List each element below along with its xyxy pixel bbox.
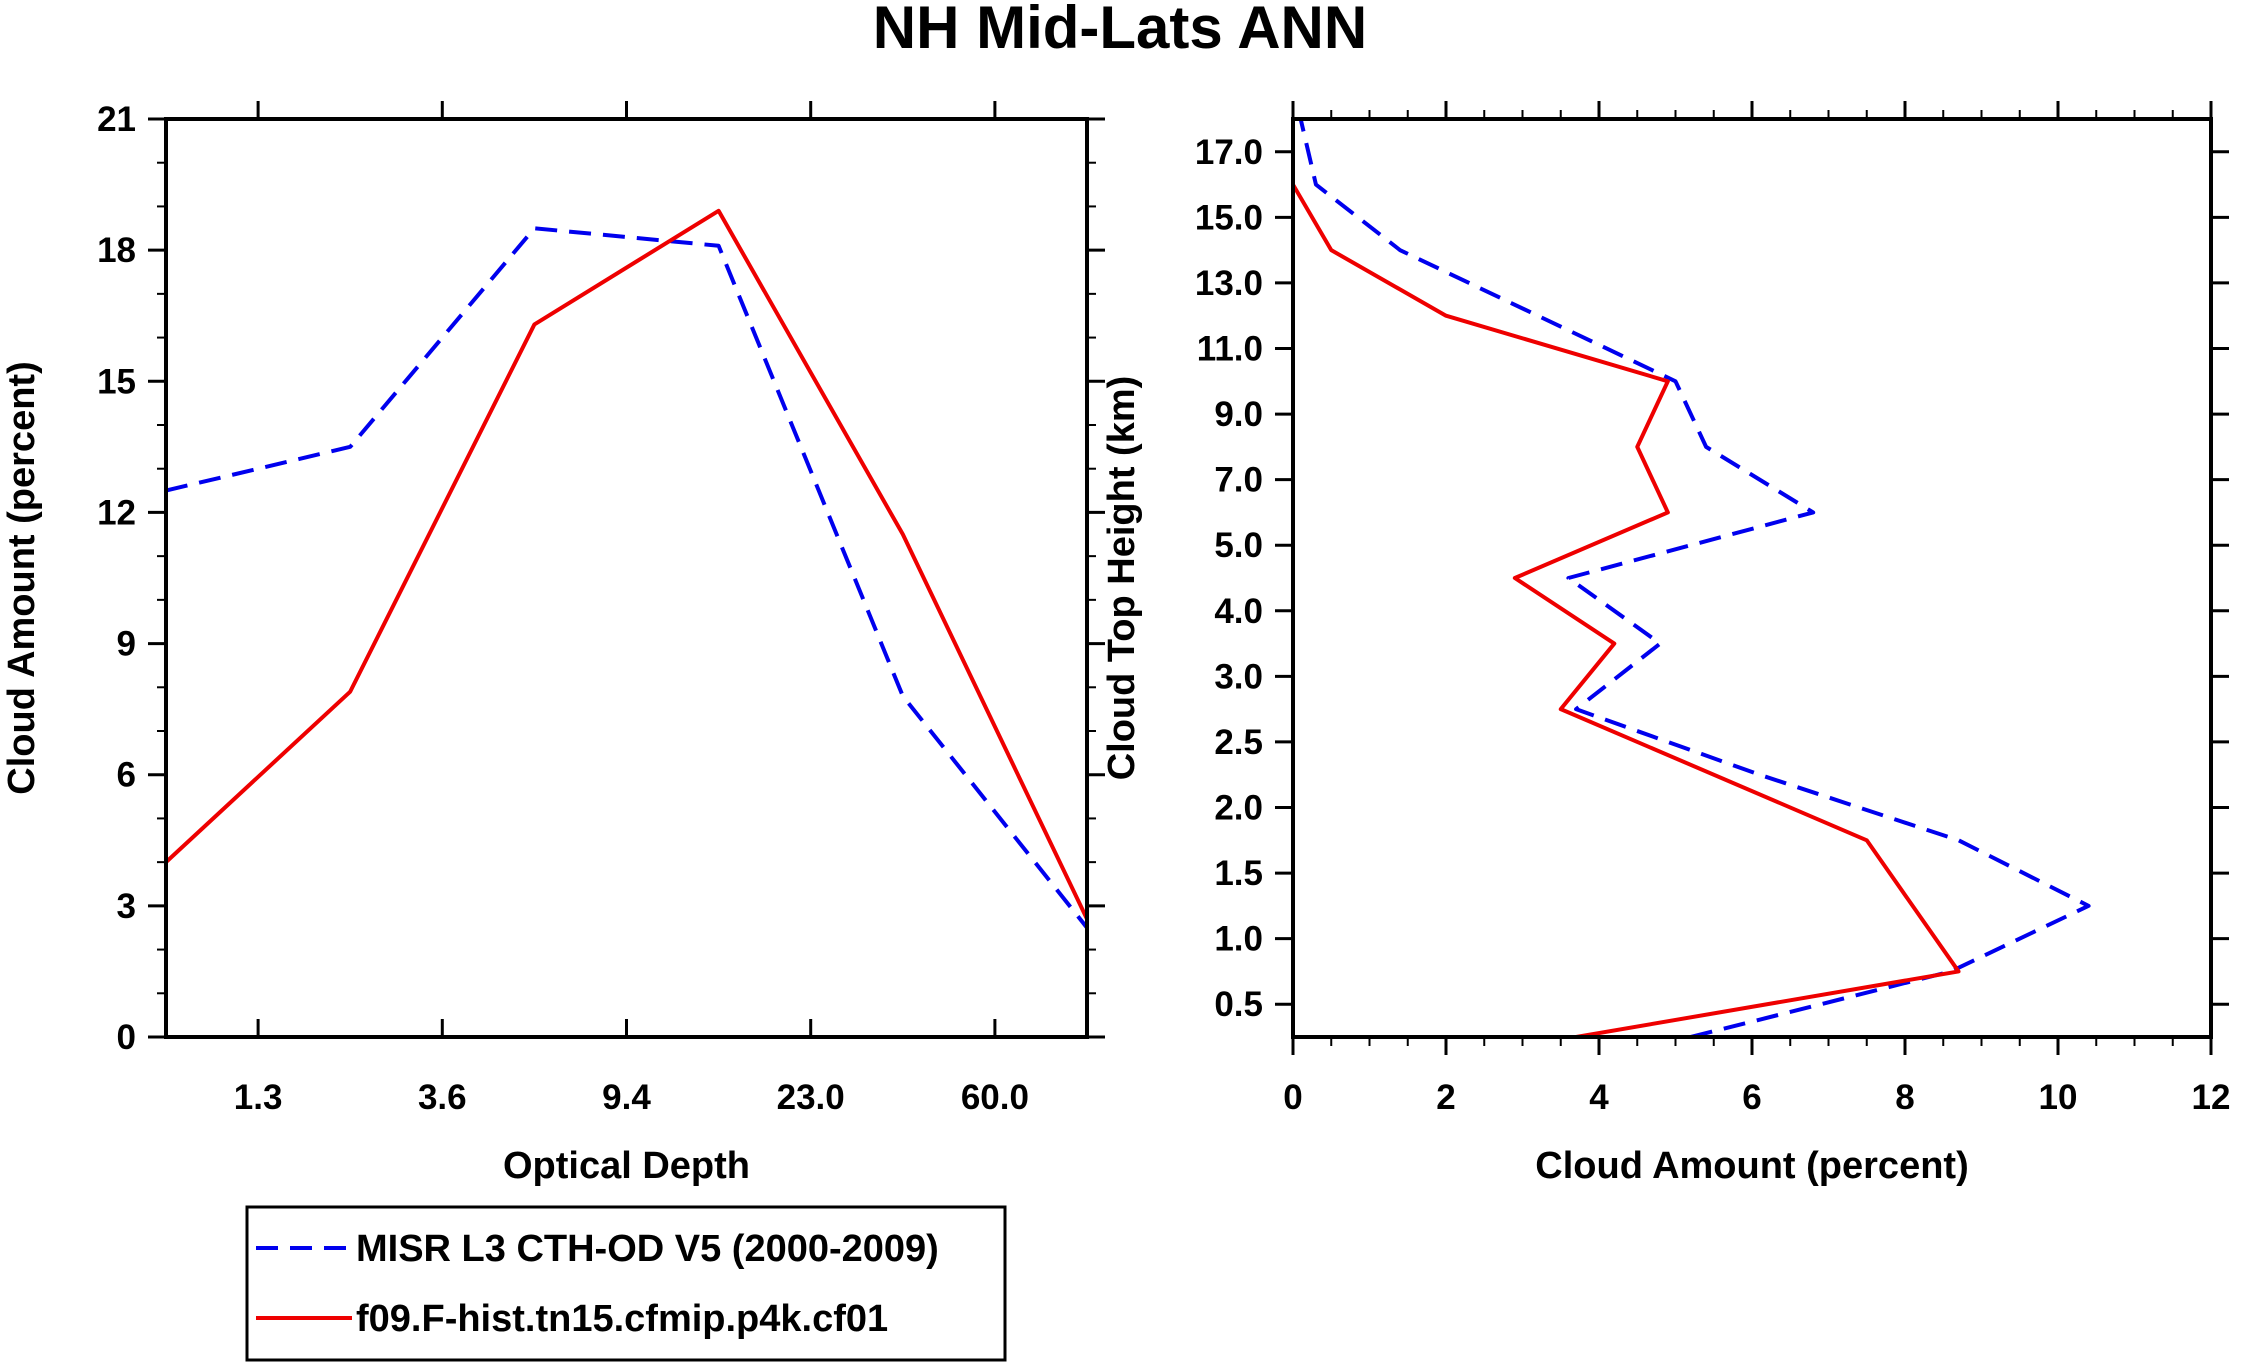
right-series-obs-line bbox=[1298, 119, 2091, 1037]
left-y-tick-label: 15 bbox=[97, 362, 136, 401]
legend-box bbox=[245, 1205, 1007, 1362]
left-y-tick-label: 0 bbox=[117, 1018, 136, 1057]
right-chart-panel: 0 2 4 6 8 10 12 0.5 1.0 1.5 2.0 2.5 3.0 4.0 5.0 7.0 9.0 1… bbox=[1101, 101, 2230, 1187]
left-y-tick-label: 3 bbox=[117, 887, 136, 926]
right-x-tick-label: 12 bbox=[2192, 1078, 2231, 1117]
left-series-obs-line bbox=[166, 226, 1087, 929]
left-y-axis-label: Cloud Amount (percent) bbox=[1, 361, 43, 794]
left-x-tick-label: 1.3 bbox=[234, 1078, 283, 1117]
right-y-tick-label: 0.5 bbox=[1214, 985, 1263, 1024]
right-y-tick-label: 11.0 bbox=[1197, 330, 1263, 369]
right-y-tick-label: 2.0 bbox=[1214, 789, 1263, 828]
right-y-tick-label: 17.0 bbox=[1195, 133, 1263, 172]
right-y-tick-label: 1.0 bbox=[1214, 920, 1263, 959]
legend-label-obs: MISR L3 CTH-OD V5 (2000-2009) bbox=[356, 1228, 939, 1270]
legend: MISR L3 CTH-OD V5 (2000-2009) f09.F-hist… bbox=[245, 1205, 1007, 1362]
right-x-tick-label: 6 bbox=[1742, 1078, 1761, 1117]
left-chart-panel: 0 3 6 9 12 15 18 21 1.3 3.6 9.4 23.0 60.0 Optical Dep… bbox=[1, 100, 1105, 1187]
right-x-tick-label: 4 bbox=[1589, 1078, 1609, 1117]
right-y-tick-label: 3.0 bbox=[1214, 657, 1263, 696]
right-x-tick-label: 0 bbox=[1283, 1078, 1302, 1117]
right-plot-frame bbox=[1291, 117, 2213, 1039]
figure-title: NH Mid-Lats ANN bbox=[873, 0, 1367, 61]
left-plot-frame bbox=[164, 117, 1089, 1039]
right-y-tick-label: 2.5 bbox=[1214, 723, 1263, 762]
right-y-tick-label: 5.0 bbox=[1214, 526, 1263, 565]
left-y-tick-label: 6 bbox=[117, 756, 136, 795]
legend-label-model: f09.F-hist.tn15.cfmip.p4k.cf01 bbox=[356, 1298, 888, 1340]
right-x-axis-label: Cloud Amount (percent) bbox=[1535, 1145, 1968, 1187]
left-series-model-line bbox=[166, 208, 1087, 920]
right-x-tick-label: 10 bbox=[2039, 1078, 2078, 1117]
right-x-tick-label: 2 bbox=[1436, 1078, 1455, 1117]
left-x-tick-label: 3.6 bbox=[418, 1078, 467, 1117]
left-y-tick-label: 12 bbox=[97, 493, 136, 532]
right-y-tick-label: 13.0 bbox=[1195, 264, 1263, 303]
right-y-tick-label: 1.5 bbox=[1214, 854, 1263, 893]
left-x-tick-label: 23.0 bbox=[777, 1078, 845, 1117]
left-x-tick-label: 9.4 bbox=[602, 1078, 651, 1117]
left-y-tick-label: 9 bbox=[117, 625, 136, 664]
right-y-tick-label: 9.0 bbox=[1214, 395, 1263, 434]
right-y-tick-label: 15.0 bbox=[1195, 198, 1263, 237]
left-x-tick-label: 60.0 bbox=[961, 1078, 1029, 1117]
right-y-tick-label: 7.0 bbox=[1214, 461, 1263, 500]
left-x-axis-label: Optical Depth bbox=[503, 1145, 750, 1187]
right-y-axis-label: Cloud Top Height (km) bbox=[1101, 376, 1143, 781]
left-y-tick-label: 21 bbox=[97, 100, 136, 139]
right-series-model-line bbox=[1293, 119, 1961, 1037]
right-y-tick-label: 4.0 bbox=[1214, 592, 1263, 631]
right-x-tick-label: 8 bbox=[1895, 1078, 1914, 1117]
left-y-tick-label: 18 bbox=[97, 231, 136, 270]
